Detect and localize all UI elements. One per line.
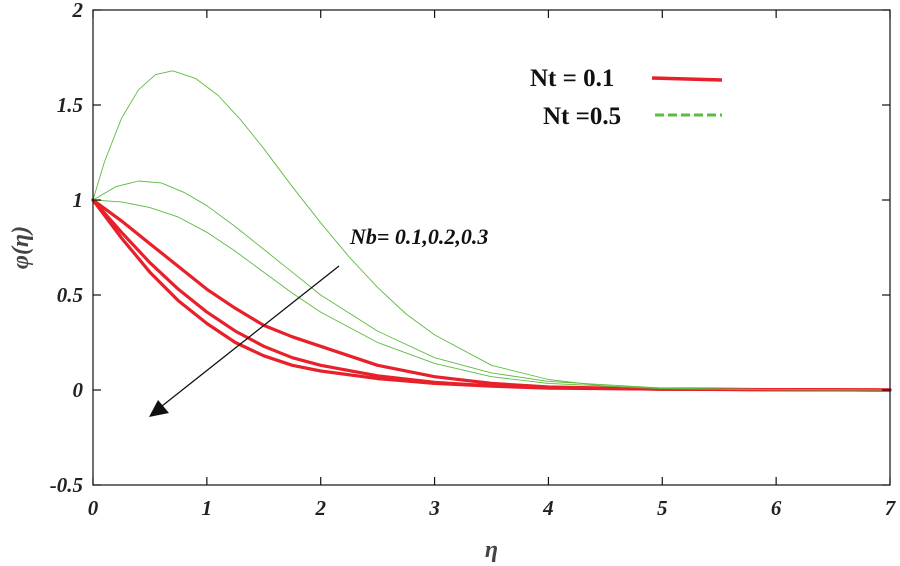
x-tick-label: 5 bbox=[657, 496, 668, 520]
y-tick-label: 1 bbox=[73, 188, 84, 212]
x-tick-label: 1 bbox=[202, 496, 213, 520]
series-line-5 bbox=[92, 180, 891, 391]
legend-label-nt-0-5: Nt =0.5 bbox=[543, 103, 621, 130]
plot-frame bbox=[92, 9, 891, 486]
annotation-arrow bbox=[161, 265, 340, 407]
annotation-arrowhead bbox=[149, 400, 169, 417]
y-tick-label: 0.5 bbox=[57, 283, 83, 307]
x-tick-label: 6 bbox=[771, 496, 782, 520]
series-group bbox=[91, 70, 892, 392]
tick-label-group: 0 1 2 3 4 5 6 7-0.500.511.52 bbox=[50, 0, 897, 520]
series-line-3 bbox=[91, 198, 892, 392]
x-tick-label: 7 bbox=[885, 496, 897, 520]
y-tick-label: -0.5 bbox=[50, 473, 83, 497]
y-tick-label: 1.5 bbox=[57, 93, 83, 117]
y-tick-label: 2 bbox=[72, 0, 84, 22]
y-tick-label: 0 bbox=[73, 378, 84, 402]
legend: Nt = 0.1 Nt =0.5 bbox=[530, 65, 723, 130]
annotation: Nb= 0.1,0.2,0.3 bbox=[149, 224, 488, 417]
annotation-text: Nb= 0.1,0.2,0.3 bbox=[349, 224, 488, 249]
legend-label-nt-0-1: Nt = 0.1 bbox=[530, 65, 614, 92]
legend-swatch-nt-0-1 bbox=[651, 76, 723, 82]
y-axis-label: φ(η) bbox=[8, 226, 34, 269]
x-tick-label: 4 bbox=[542, 496, 554, 520]
x-tick-label: 3 bbox=[428, 496, 440, 520]
x-tick-label: 2 bbox=[314, 496, 326, 520]
x-axis-label: η bbox=[485, 537, 498, 563]
tick-group bbox=[92, 9, 891, 486]
x-tick-label: 0 bbox=[88, 496, 99, 520]
series-line-6 bbox=[92, 70, 891, 391]
